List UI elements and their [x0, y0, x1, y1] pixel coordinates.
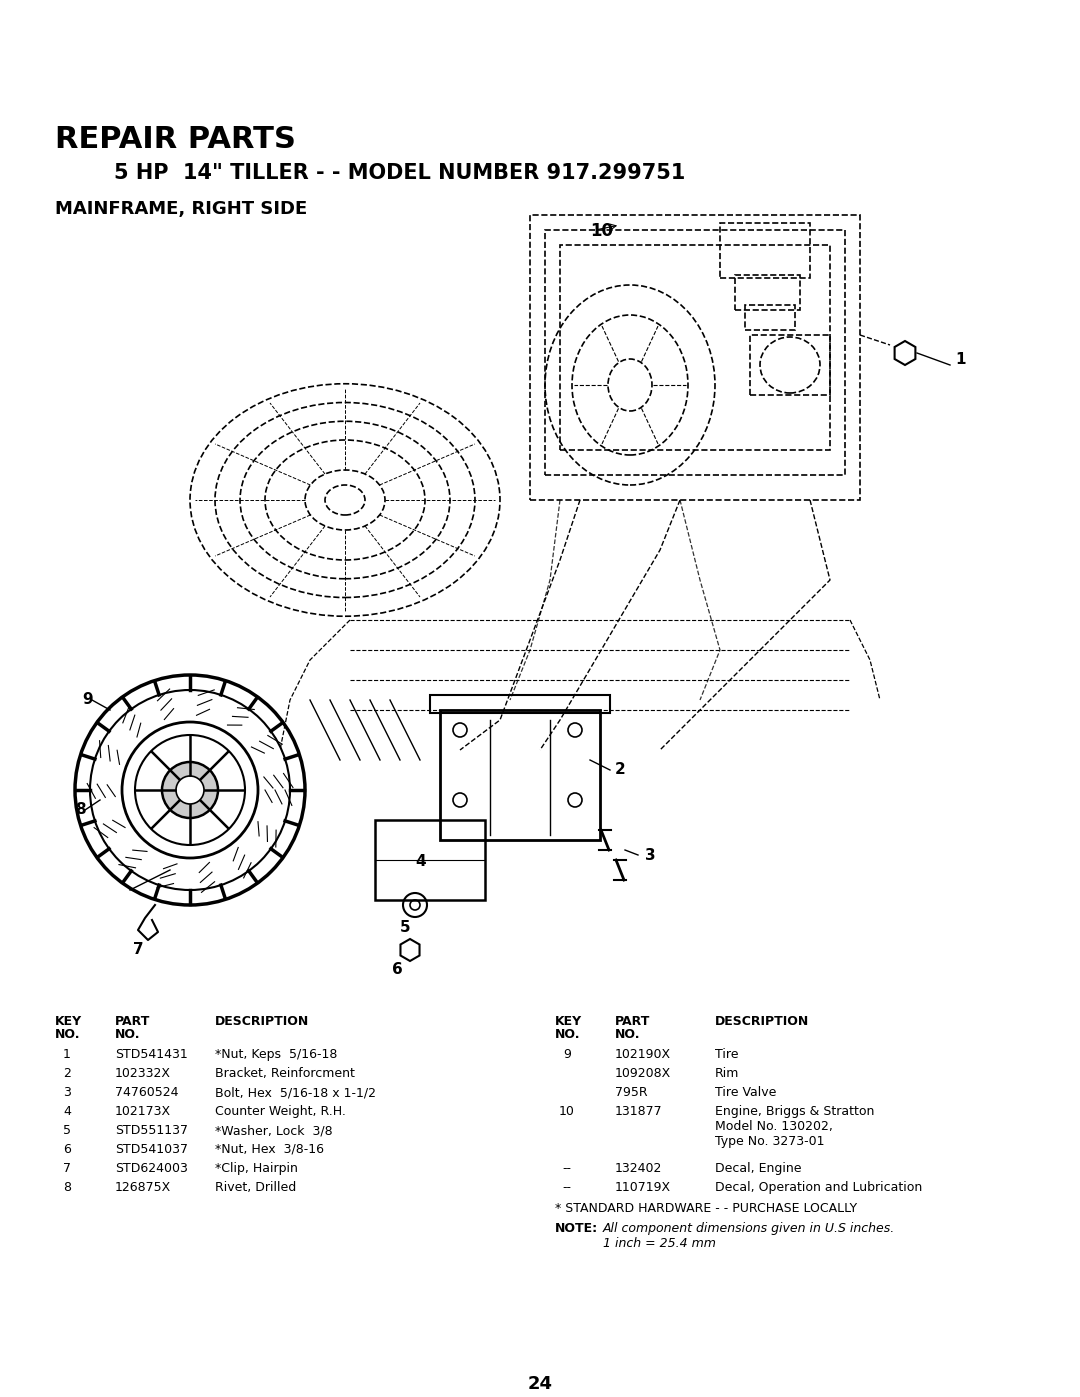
Text: NO.: NO.: [55, 1028, 81, 1041]
Text: Decal, Operation and Lubrication: Decal, Operation and Lubrication: [715, 1180, 922, 1194]
Text: 102332X: 102332X: [114, 1067, 171, 1080]
Text: REPAIR PARTS: REPAIR PARTS: [55, 124, 296, 154]
Text: 1: 1: [63, 1048, 71, 1060]
Text: MAINFRAME, RIGHT SIDE: MAINFRAME, RIGHT SIDE: [55, 200, 307, 218]
Text: 5: 5: [63, 1125, 71, 1137]
Text: 1: 1: [955, 352, 966, 367]
Text: DESCRIPTION: DESCRIPTION: [715, 1016, 809, 1028]
Text: 7: 7: [63, 1162, 71, 1175]
Bar: [745, 305, 795, 330]
Bar: [440, 710, 600, 840]
Text: 8: 8: [63, 1180, 71, 1194]
Text: KEY: KEY: [555, 1016, 582, 1028]
Text: STD624003: STD624003: [114, 1162, 188, 1175]
Bar: [545, 231, 845, 475]
Text: * STANDARD HARDWARE - - PURCHASE LOCALLY: * STANDARD HARDWARE - - PURCHASE LOCALLY: [555, 1201, 858, 1215]
Text: Rim: Rim: [715, 1067, 740, 1080]
Text: Rivet, Drilled: Rivet, Drilled: [215, 1180, 296, 1194]
Circle shape: [176, 775, 204, 805]
Text: KEY: KEY: [55, 1016, 82, 1028]
Text: 9: 9: [82, 693, 93, 707]
Text: PART: PART: [114, 1016, 150, 1028]
Text: STD541431: STD541431: [114, 1048, 188, 1060]
Text: 126875X: 126875X: [114, 1180, 172, 1194]
Text: 4: 4: [415, 855, 426, 869]
Text: 4: 4: [63, 1105, 71, 1118]
Bar: [720, 224, 810, 278]
Text: STD541037: STD541037: [114, 1143, 188, 1155]
Text: 102190X: 102190X: [615, 1048, 671, 1060]
Text: NO.: NO.: [114, 1028, 140, 1041]
Text: 1 inch = 25.4 mm: 1 inch = 25.4 mm: [603, 1236, 716, 1250]
Text: 8: 8: [75, 802, 85, 817]
Text: 131877: 131877: [615, 1105, 663, 1118]
Text: 3: 3: [645, 848, 656, 862]
Text: 2: 2: [63, 1067, 71, 1080]
Text: 24: 24: [527, 1375, 553, 1393]
Text: 102173X: 102173X: [114, 1105, 171, 1118]
Text: NO.: NO.: [555, 1028, 581, 1041]
Text: 6: 6: [63, 1143, 71, 1155]
Text: Bolt, Hex  5/16-18 x 1-1/2: Bolt, Hex 5/16-18 x 1-1/2: [215, 1085, 376, 1099]
Text: STD551137: STD551137: [114, 1125, 188, 1137]
Text: *Washer, Lock  3/8: *Washer, Lock 3/8: [215, 1125, 333, 1137]
Bar: [430, 694, 610, 712]
Text: 10: 10: [590, 222, 613, 240]
Text: 9: 9: [563, 1048, 571, 1060]
Text: 5 HP  14" TILLER - - MODEL NUMBER 917.299751: 5 HP 14" TILLER - - MODEL NUMBER 917.299…: [114, 163, 686, 183]
Bar: [735, 275, 800, 310]
Text: 2: 2: [615, 763, 625, 778]
Text: 10: 10: [559, 1105, 575, 1118]
Bar: [375, 820, 485, 900]
Bar: [530, 215, 860, 500]
Text: 5: 5: [400, 921, 410, 936]
Text: 7: 7: [133, 943, 144, 957]
Text: PART: PART: [615, 1016, 650, 1028]
Text: Decal, Engine: Decal, Engine: [715, 1162, 801, 1175]
Bar: [561, 244, 831, 450]
Bar: [750, 335, 831, 395]
Text: 3: 3: [63, 1085, 71, 1099]
Text: --: --: [563, 1180, 571, 1194]
Text: NOTE:: NOTE:: [555, 1222, 598, 1235]
Text: *Nut, Keps  5/16-18: *Nut, Keps 5/16-18: [215, 1048, 337, 1060]
Text: Type No. 3273-01: Type No. 3273-01: [715, 1134, 824, 1148]
Text: 74760524: 74760524: [114, 1085, 178, 1099]
Text: Counter Weight, R.H.: Counter Weight, R.H.: [215, 1105, 346, 1118]
Text: Tire: Tire: [715, 1048, 739, 1060]
Text: Model No. 130202,: Model No. 130202,: [715, 1120, 833, 1133]
Text: Bracket, Reinforcment: Bracket, Reinforcment: [215, 1067, 355, 1080]
Text: 6: 6: [392, 963, 403, 978]
Circle shape: [162, 761, 218, 819]
Text: 795R: 795R: [615, 1085, 648, 1099]
Text: *Clip, Hairpin: *Clip, Hairpin: [215, 1162, 298, 1175]
Text: Tire Valve: Tire Valve: [715, 1085, 777, 1099]
Text: Engine, Briggs & Stratton: Engine, Briggs & Stratton: [715, 1105, 875, 1118]
Text: 132402: 132402: [615, 1162, 662, 1175]
Text: 109208X: 109208X: [615, 1067, 672, 1080]
Text: All component dimensions given in U.S inches.: All component dimensions given in U.S in…: [603, 1222, 895, 1235]
Text: --: --: [563, 1162, 571, 1175]
Text: 110719X: 110719X: [615, 1180, 671, 1194]
Text: NO.: NO.: [615, 1028, 640, 1041]
Text: *Nut, Hex  3/8-16: *Nut, Hex 3/8-16: [215, 1143, 324, 1155]
Text: DESCRIPTION: DESCRIPTION: [215, 1016, 309, 1028]
